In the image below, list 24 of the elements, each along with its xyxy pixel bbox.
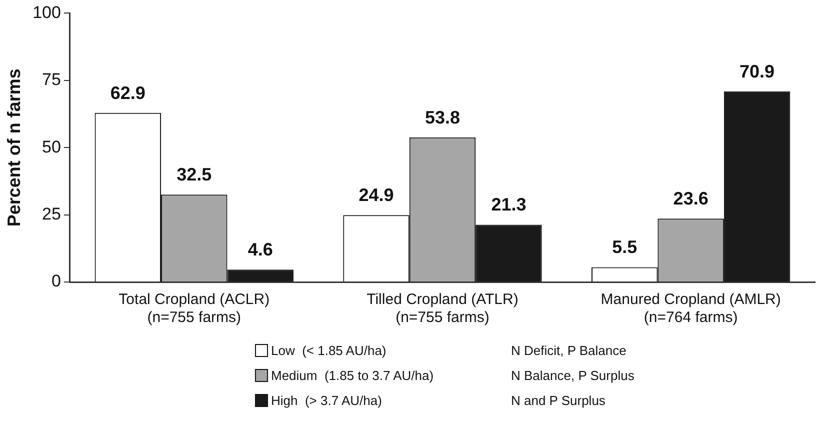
y-tick-label: 100 xyxy=(32,2,61,22)
legend-label: Medium (1.85 to 3.7 AU/ha) xyxy=(271,368,435,383)
x-tick-label: Tilled Cropland (ATLR) (n=755 farms) xyxy=(366,291,518,326)
data-label: 5.5 xyxy=(612,237,638,258)
y-tick-label: 75 xyxy=(42,70,61,90)
data-label: 21.3 xyxy=(491,194,526,215)
y-tick-label: 0 xyxy=(51,272,61,291)
legend-label: High (> 3.7 AU/ha) xyxy=(271,393,383,408)
data-label: 24.9 xyxy=(358,185,394,206)
data-label: 32.5 xyxy=(176,164,212,185)
text: N and P Surplus xyxy=(511,393,606,408)
legend-label: Low (< 1.85 AU/ha) xyxy=(271,343,388,358)
text: N Deficit, P Balance xyxy=(511,343,626,358)
x-tick-label: Total Cropland (ACLR) (n=755 farms) xyxy=(118,291,270,326)
data-label: 23.6 xyxy=(673,188,708,209)
data-label: 53.8 xyxy=(424,107,460,128)
data-label: 70.9 xyxy=(740,61,775,82)
x-tick-label: Manured Cropland (AMLR) (n=764 farms) xyxy=(600,291,781,326)
y-axis-title: Percent of n farms xyxy=(4,68,24,227)
y-tick-label: 50 xyxy=(42,137,61,156)
data-label: 4.6 xyxy=(248,240,273,260)
text: N Balance, P Surplus xyxy=(511,368,634,383)
y-tick-label: 25 xyxy=(42,204,61,224)
data-label: 62.9 xyxy=(110,82,146,103)
